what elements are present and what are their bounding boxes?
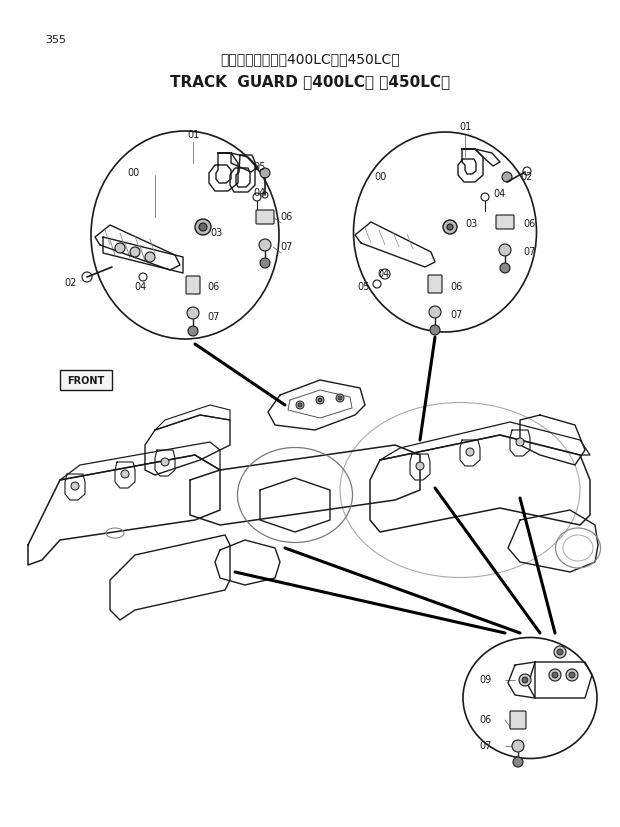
Circle shape	[298, 403, 302, 407]
Circle shape	[519, 674, 531, 686]
FancyBboxPatch shape	[256, 210, 274, 224]
Text: 03: 03	[210, 228, 222, 238]
Text: 01: 01	[459, 122, 471, 132]
Circle shape	[260, 168, 270, 178]
Text: 01: 01	[187, 130, 199, 140]
Circle shape	[121, 470, 129, 478]
Circle shape	[430, 325, 440, 335]
FancyBboxPatch shape	[60, 370, 112, 390]
Circle shape	[552, 672, 558, 678]
Circle shape	[416, 462, 424, 470]
Circle shape	[513, 757, 523, 767]
Text: 06: 06	[480, 715, 492, 725]
Circle shape	[549, 669, 561, 681]
FancyBboxPatch shape	[428, 275, 442, 293]
Text: 05: 05	[253, 162, 265, 172]
Circle shape	[447, 224, 453, 230]
Text: 03: 03	[465, 219, 477, 229]
Circle shape	[161, 458, 169, 466]
Circle shape	[259, 239, 271, 251]
Circle shape	[318, 398, 322, 402]
FancyBboxPatch shape	[510, 711, 526, 729]
Circle shape	[566, 669, 578, 681]
Text: 04: 04	[253, 188, 265, 198]
Circle shape	[502, 172, 512, 182]
Circle shape	[569, 672, 575, 678]
Text: 09: 09	[480, 675, 492, 685]
Circle shape	[557, 649, 563, 655]
Text: 07: 07	[480, 741, 492, 751]
Circle shape	[554, 646, 566, 658]
Text: 06: 06	[280, 212, 292, 222]
Circle shape	[115, 243, 125, 253]
Text: 06: 06	[207, 282, 219, 292]
Circle shape	[316, 396, 324, 404]
Text: 07: 07	[280, 242, 293, 252]
Text: 02: 02	[520, 172, 533, 182]
Circle shape	[466, 448, 474, 456]
Circle shape	[522, 677, 528, 683]
Circle shape	[188, 326, 198, 336]
Text: 355: 355	[45, 35, 66, 45]
Circle shape	[499, 244, 511, 256]
Circle shape	[145, 252, 155, 262]
Text: 06: 06	[450, 282, 463, 292]
Text: FRONT: FRONT	[68, 376, 105, 386]
Circle shape	[296, 401, 304, 409]
Circle shape	[71, 482, 79, 490]
Circle shape	[260, 258, 270, 268]
Circle shape	[443, 220, 457, 234]
FancyBboxPatch shape	[186, 276, 200, 294]
Circle shape	[512, 740, 524, 752]
Circle shape	[516, 438, 524, 446]
Text: 07: 07	[450, 310, 463, 320]
Text: TRACK  GUARD 〈400LC〉 〈450LC〉: TRACK GUARD 〈400LC〉 〈450LC〉	[170, 74, 450, 89]
Text: 05: 05	[358, 282, 370, 292]
Text: 00: 00	[128, 168, 140, 178]
Circle shape	[500, 263, 510, 273]
Text: 07: 07	[207, 312, 219, 322]
Circle shape	[199, 223, 207, 231]
Circle shape	[336, 394, 344, 402]
Circle shape	[195, 219, 211, 235]
Text: 06: 06	[523, 219, 535, 229]
Text: 00: 00	[374, 172, 387, 182]
Circle shape	[338, 396, 342, 400]
Circle shape	[187, 307, 199, 319]
FancyBboxPatch shape	[496, 215, 514, 229]
Circle shape	[130, 247, 140, 257]
Text: 04: 04	[135, 282, 147, 292]
Circle shape	[429, 306, 441, 318]
Text: トラックガード《400LC》《450LC》: トラックガード《400LC》《450LC》	[220, 52, 400, 66]
Text: 04: 04	[493, 189, 505, 199]
Text: 04: 04	[378, 269, 390, 279]
Text: 07: 07	[523, 247, 536, 257]
Text: 02: 02	[64, 278, 77, 288]
